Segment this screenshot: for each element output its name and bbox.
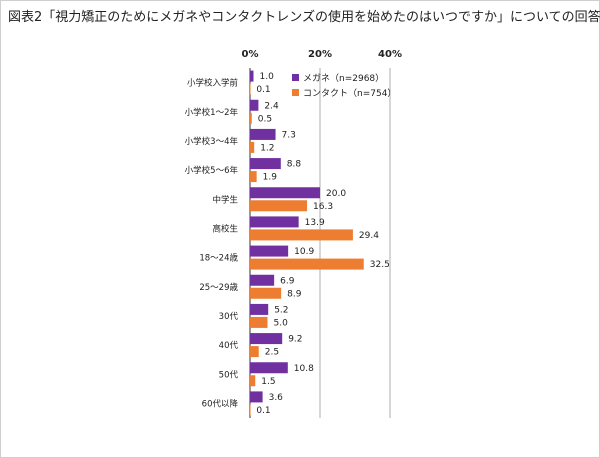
- value-label: 3.6: [269, 393, 284, 403]
- bar-megane: [250, 158, 281, 170]
- bar-megane: [250, 216, 299, 228]
- value-label: 20.0: [326, 189, 346, 199]
- value-label: 8.9: [287, 289, 302, 299]
- bar-megane: [250, 70, 254, 82]
- chart-title: 図表2「視力矯正のためにメガネやコンタクトレンズの使用を始めたのはいつですか」に…: [8, 10, 600, 25]
- value-label: 7.3: [282, 130, 296, 140]
- value-label: 0.5: [258, 114, 272, 124]
- bar-megane: [250, 362, 288, 374]
- bar-megane: [250, 391, 263, 403]
- value-label: 9.2: [288, 335, 302, 345]
- bar-contact: [250, 229, 353, 241]
- value-label: 0.1: [256, 85, 270, 95]
- bar-contact: [250, 83, 251, 95]
- bar-megane: [250, 303, 269, 315]
- value-label: 2.4: [264, 101, 279, 111]
- legend-swatch-contact: [292, 89, 299, 96]
- x-tick-label: 20%: [308, 49, 332, 60]
- legend-label: メガネ（n=2968）: [303, 73, 384, 84]
- bar-contact: [250, 112, 252, 124]
- value-label: 0.1: [256, 406, 270, 416]
- bar-contact: [250, 258, 364, 270]
- legend: メガネ（n=2968） コンタクト（n=754）: [292, 73, 396, 99]
- bars: [250, 70, 364, 416]
- bar-megane: [250, 99, 259, 111]
- bar-contact: [250, 404, 251, 416]
- value-labels: 1.0 0.1 2.4 0.5 7.3 1.2 8.8 1.9 20.0 16.3 13.9 29.4…: [256, 72, 389, 416]
- bar-megane: [250, 245, 289, 257]
- category-label: 小学校1～2年: [185, 107, 239, 118]
- category-label: 40代: [219, 340, 239, 351]
- bar-contact: [250, 141, 255, 153]
- value-label: 1.5: [261, 377, 275, 387]
- value-label: 16.3: [313, 202, 333, 212]
- category-label: 25～29歳: [199, 282, 238, 293]
- x-tick-label: 0%: [242, 49, 259, 60]
- value-label: 13.9: [305, 218, 325, 228]
- category-label: 小学校入学前: [187, 78, 239, 89]
- value-label: 29.4: [359, 231, 379, 241]
- value-label: 1.2: [260, 143, 274, 153]
- legend-swatch-megane: [292, 74, 299, 81]
- value-label: 10.8: [294, 364, 314, 374]
- value-label: 5.2: [274, 305, 288, 315]
- category-label: 小学校5～6年: [185, 165, 239, 176]
- value-label: 32.5: [370, 260, 390, 270]
- category-label: 高校生: [212, 223, 238, 234]
- bar-megane: [250, 187, 320, 199]
- x-tick-label: 40%: [378, 49, 402, 60]
- bar-megane: [250, 333, 283, 345]
- legend-label: コンタクト（n=754）: [303, 88, 396, 99]
- value-label: 6.9: [280, 276, 295, 286]
- bar-contact: [250, 375, 256, 387]
- category-label: 小学校3～4年: [185, 136, 239, 147]
- bar-contact: [250, 346, 259, 358]
- value-label: 5.0: [274, 318, 289, 328]
- bar-contact: [250, 316, 268, 328]
- value-label: 10.9: [294, 247, 314, 257]
- value-label: 8.8: [287, 160, 302, 170]
- bar-contact: [250, 287, 282, 299]
- category-label: 中学生: [212, 194, 238, 205]
- category-label: 60代以降: [202, 398, 239, 409]
- bar-contact: [250, 200, 308, 212]
- bar-megane: [250, 274, 275, 286]
- category-label: 30代: [219, 311, 239, 322]
- value-label: 1.9: [263, 173, 278, 183]
- category-label: 18～24歳: [199, 253, 238, 264]
- value-label: 2.5: [265, 348, 279, 358]
- value-label: 1.0: [260, 72, 275, 82]
- gridlines: [249, 68, 391, 418]
- bar-contact: [250, 171, 257, 183]
- x-axis-ticks: 0% 20% 40%: [242, 49, 402, 60]
- category-label: 50代: [219, 369, 239, 380]
- bar-megane: [250, 128, 276, 140]
